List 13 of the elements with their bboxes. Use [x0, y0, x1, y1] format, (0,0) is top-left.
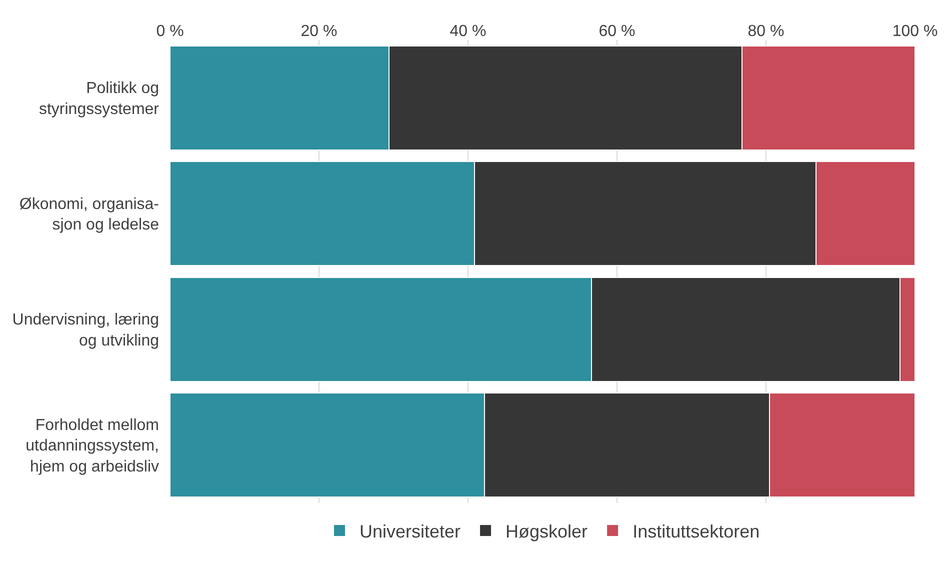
x-tick-label: 40 % [450, 22, 486, 40]
y-tick-label: Forholdet mellom utdanningssystem, hjem og arbeidsliv [26, 416, 159, 476]
x-tick-label: 60 % [598, 22, 636, 40]
x-tick-label: 0 % [156, 22, 184, 40]
y-tick-label: Undervisning, læring og utvikling [12, 312, 159, 350]
legend-label: Instituttsektoren [632, 521, 760, 542]
legend-label: Høgskoler [506, 521, 588, 542]
y-tick-label: Økonomi, organisa- sjon og ledelse [19, 196, 160, 234]
y-tick-label: Politikk og styringssystemer [38, 80, 160, 118]
x-tick-label: 100 % [892, 22, 938, 40]
legend-label: Universiteter [360, 521, 461, 542]
x-tick-label: 20 % [300, 22, 338, 40]
x-tick-label: 80 % [748, 22, 784, 40]
